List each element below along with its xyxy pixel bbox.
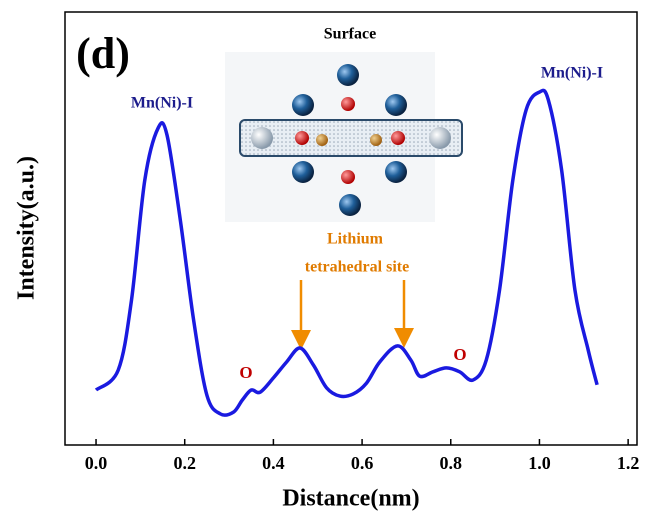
x-axis-label: Distance(nm)	[282, 486, 419, 512]
x-tick-label: 0.0	[85, 453, 108, 473]
panel-label: (d)	[76, 29, 130, 78]
annotation: O	[239, 363, 252, 382]
annotation: Surface	[324, 26, 376, 43]
y-axis-label: Intensity(a.u.)	[14, 156, 40, 300]
annotation: tetrahedral site	[305, 259, 409, 276]
x-tick-label: 0.6	[351, 453, 374, 473]
annotation: Mn(Ni)-I	[131, 95, 193, 112]
plot-frame	[64, 11, 638, 446]
inset	[225, 52, 463, 222]
annotation: O	[453, 345, 466, 364]
x-tick-label: 0.8	[440, 453, 463, 473]
x-tick-label: 0.4	[262, 453, 285, 473]
x-tick-label: 1.0	[528, 453, 551, 473]
annotation: Lithium	[327, 231, 384, 248]
x-tick-label: 1.2	[617, 453, 640, 473]
line-series	[94, 88, 599, 417]
x-tick-label: 0.2	[173, 453, 196, 473]
annotation: Mn(Ni)-I	[541, 65, 603, 82]
